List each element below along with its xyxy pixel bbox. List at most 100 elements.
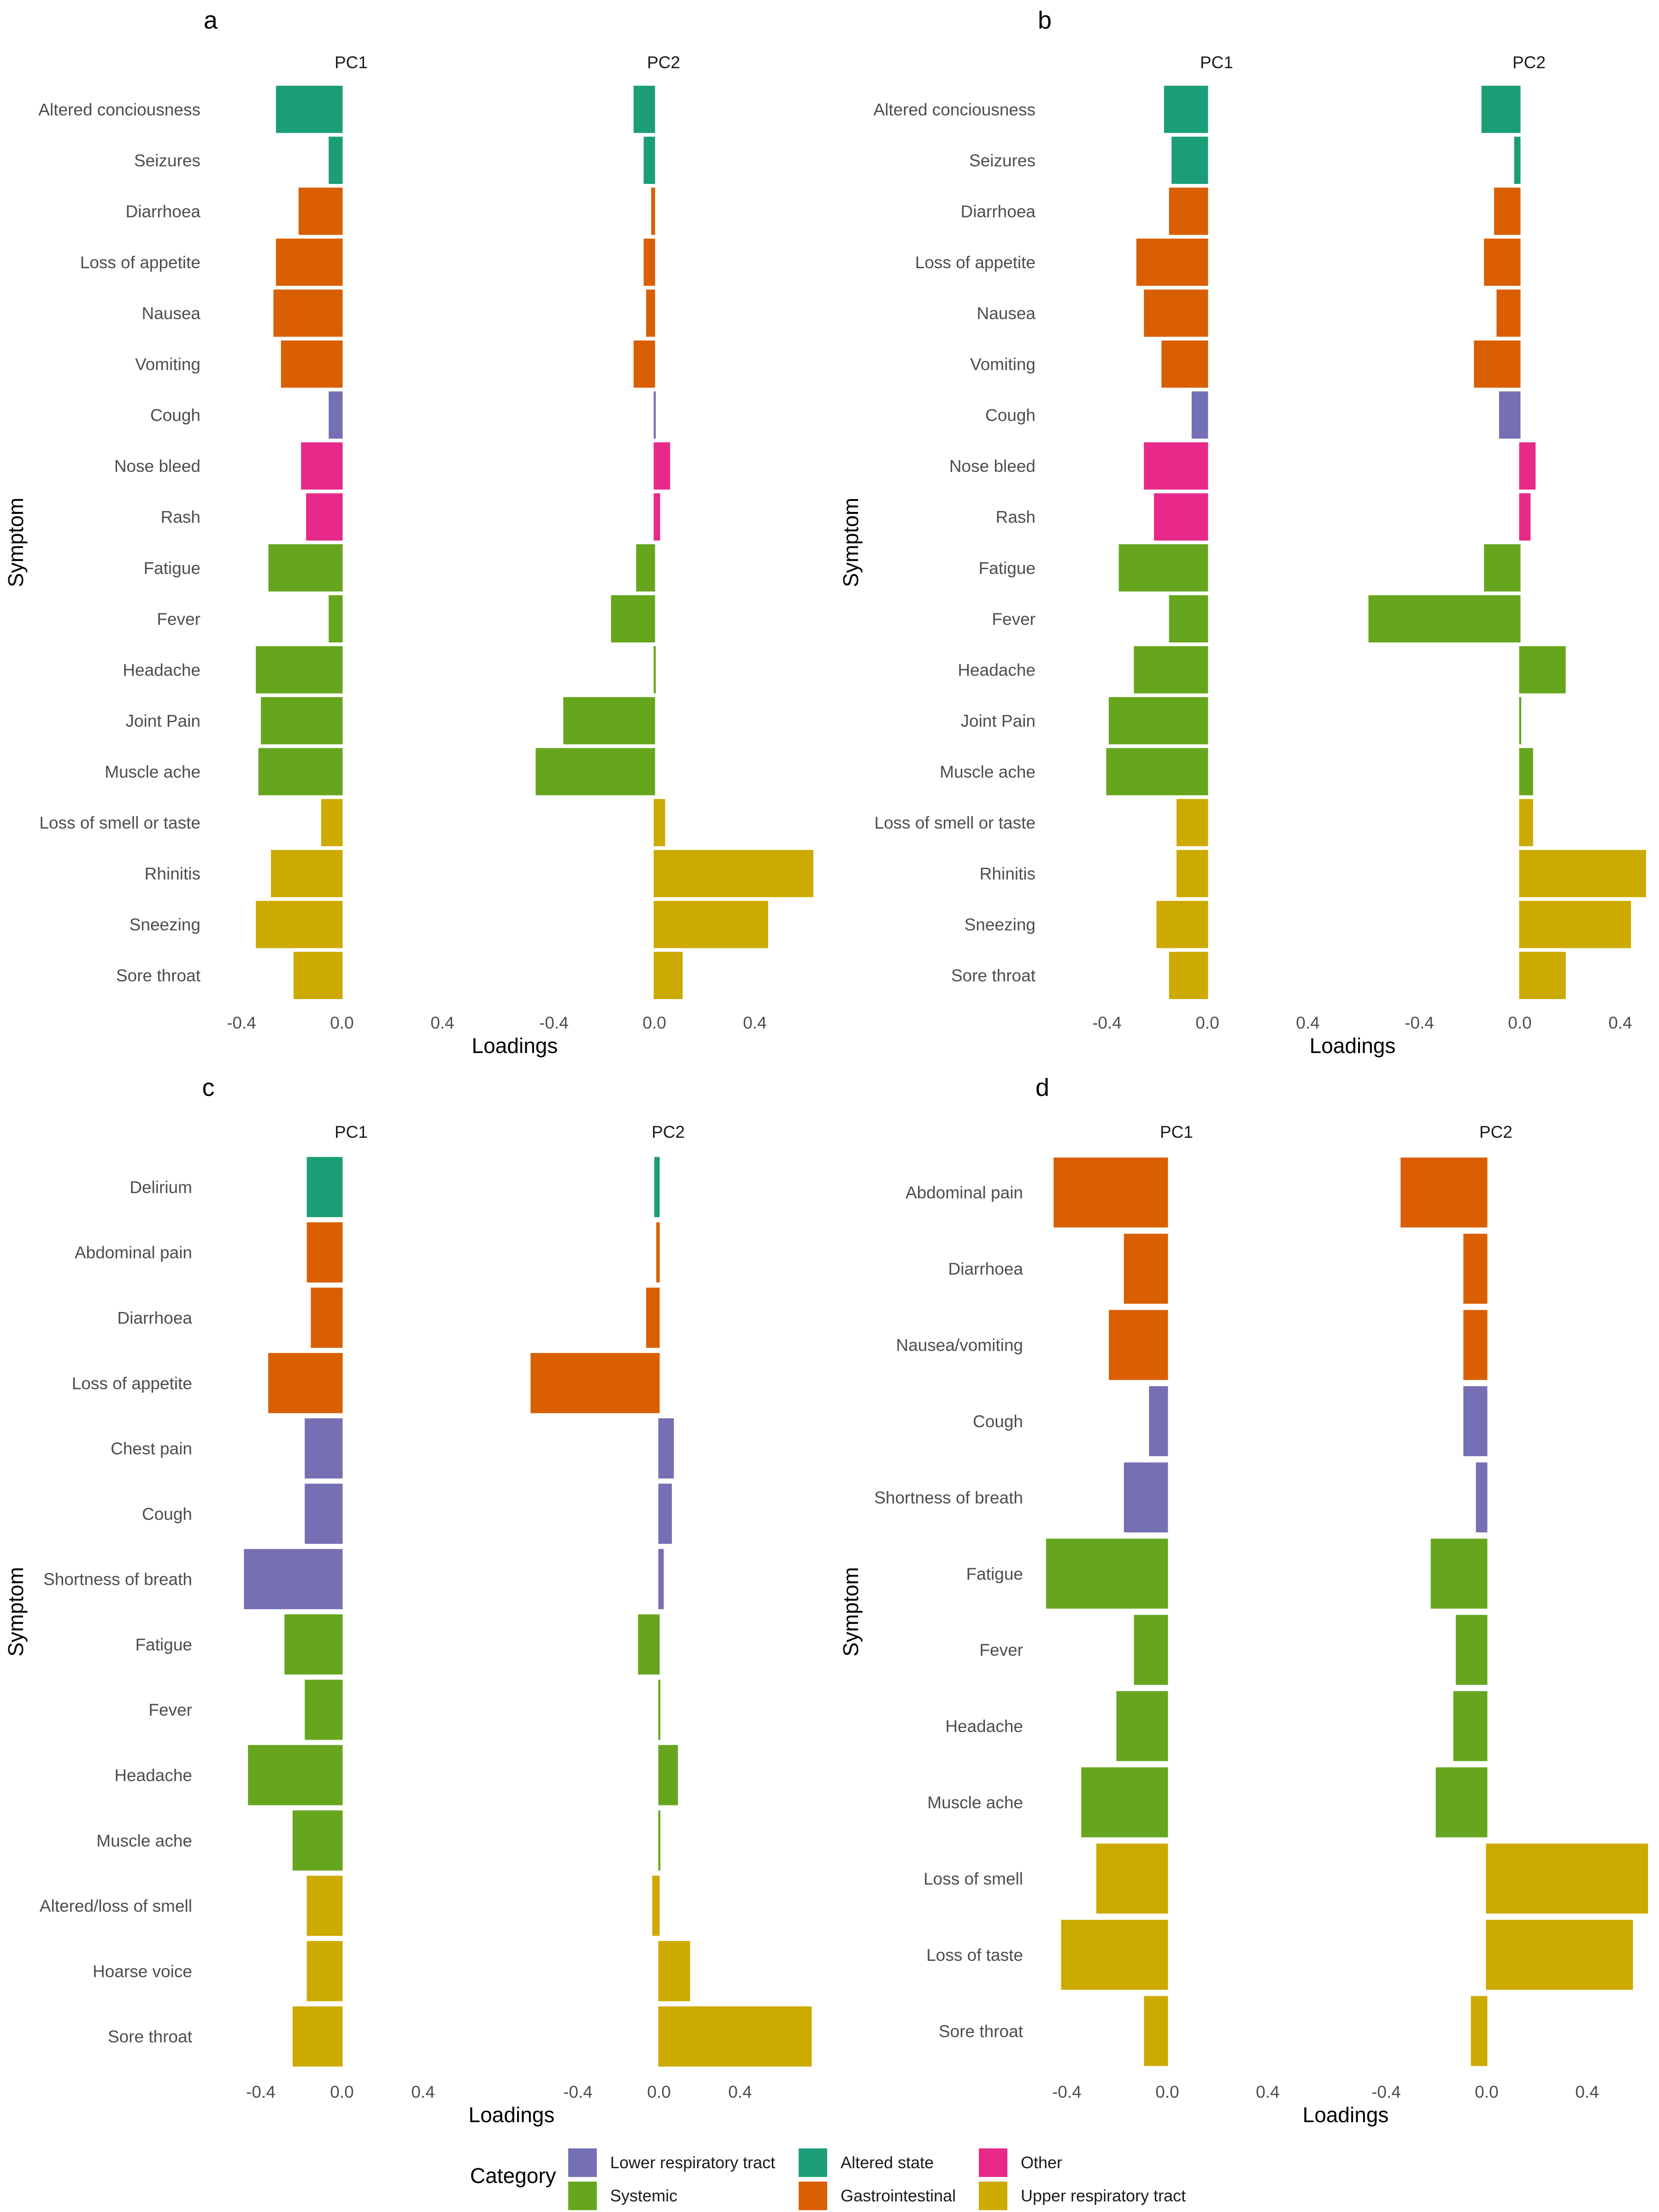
legend-label: Gastrointestinal <box>841 2186 956 2205</box>
legend-label: Other <box>1021 2153 1062 2172</box>
bar <box>1486 1919 1633 1990</box>
symptom-label: Sneezing <box>129 915 200 934</box>
symptom-label: Loss of taste <box>926 1946 1023 1965</box>
bar <box>306 1876 343 1936</box>
facet-title: PC1 <box>1160 1123 1193 1141</box>
symptom-label: Vomiting <box>135 355 200 374</box>
x-axis-title: Loadings <box>1310 1034 1396 1058</box>
symptom-label: Sore throat <box>108 2027 193 2046</box>
bar <box>311 1288 343 1348</box>
bar <box>653 952 683 999</box>
legend-item: Systemic <box>567 2181 677 2211</box>
bar <box>653 391 656 439</box>
symptom-label: Nose bleed <box>114 457 200 476</box>
symptom-label: Altered/loss of smell <box>40 1897 192 1916</box>
symptom-label: Sore throat <box>116 966 201 985</box>
symptom-label: Headache <box>945 1717 1023 1736</box>
bar <box>633 340 655 388</box>
legend-label: Lower respiratory tract <box>610 2153 775 2172</box>
x-tick-label: 0.4 <box>1256 2083 1279 2101</box>
legend-swatch <box>798 2147 828 2178</box>
symptom-label: Rash <box>161 508 200 527</box>
bar <box>1116 1691 1168 1761</box>
symptom-label: Rhinitis <box>980 865 1035 883</box>
bar <box>306 1157 343 1218</box>
bar <box>329 391 343 439</box>
x-tick-label: -0.4 <box>539 1013 569 1032</box>
x-tick-label: 0.0 <box>1195 1013 1219 1032</box>
bar <box>1144 289 1208 337</box>
symptom-label: Chest pain <box>111 1439 192 1458</box>
bar <box>305 1418 343 1479</box>
symptom-label: Shortness of breath <box>874 1488 1023 1507</box>
symptom-label: Fatigue <box>966 1565 1023 1583</box>
bar <box>1471 1996 1488 2066</box>
symptom-label: Altered conciousness <box>38 100 200 119</box>
x-tick-label: 0.4 <box>1296 1013 1319 1032</box>
symptom-label: Joint Pain <box>961 712 1036 730</box>
x-tick-label: 0.0 <box>330 1013 353 1032</box>
bar <box>1519 442 1536 490</box>
x-tick-label: -0.4 <box>1405 1013 1434 1032</box>
bar <box>1519 493 1531 541</box>
panel-b: b Symptom Loadings Altered conciousness Seiz… <box>839 6 1646 1058</box>
symptom-label: Rhinitis <box>145 865 200 883</box>
bar <box>654 1157 660 1218</box>
y-axis-title: Symptom <box>839 498 863 587</box>
symptom-label: Abdominal pain <box>75 1243 192 1262</box>
bar <box>658 1810 660 1871</box>
bar <box>646 1288 660 1348</box>
facet-title: PC2 <box>652 1123 685 1141</box>
symptom-label: Fever <box>979 1641 1023 1659</box>
bar <box>1456 1615 1488 1685</box>
legend-item: Altered state <box>798 2147 934 2178</box>
bar <box>1136 238 1208 286</box>
x-tick-label: 0.0 <box>1508 1013 1531 1032</box>
symptom-label: Muscle ache <box>927 1793 1023 1812</box>
bar <box>658 2006 812 2067</box>
bar <box>652 1876 660 1936</box>
x-tick-label: 0.4 <box>411 2083 435 2101</box>
symptom-label: Sore throat <box>939 2022 1024 2041</box>
symptom-label: Fatigue <box>135 1635 192 1654</box>
bar <box>1519 850 1646 897</box>
bar <box>1144 1996 1168 2066</box>
bar <box>1156 900 1208 948</box>
symptom-label: Cough <box>973 1412 1023 1431</box>
bar <box>1161 340 1208 388</box>
symptom-label: Nausea/vomiting <box>896 1336 1023 1355</box>
bar <box>301 442 343 490</box>
bar <box>1484 544 1521 592</box>
bar <box>1108 697 1208 745</box>
x-tick-label: -0.4 <box>227 1013 256 1032</box>
bar <box>658 1679 660 1740</box>
bar <box>530 1353 660 1413</box>
bar <box>1096 1843 1168 1914</box>
bar <box>305 1679 343 1740</box>
bar <box>1496 289 1521 337</box>
bar <box>281 340 343 388</box>
bar <box>563 697 655 745</box>
bar <box>1134 1615 1168 1685</box>
legend-swatch <box>978 2147 1008 2178</box>
symptom-label: Sneezing <box>965 915 1035 934</box>
bar <box>305 1483 343 1544</box>
facet-pc2: PC2 -0.4 0.0 0.4 <box>530 1123 812 2101</box>
facet-title: PC2 <box>647 53 680 72</box>
bar <box>273 289 343 337</box>
bar <box>653 900 768 948</box>
bar <box>244 1549 343 1609</box>
bar <box>1164 86 1208 133</box>
bar <box>1519 748 1533 795</box>
facet-pc2: PC2 -0.4 0.0 0.4 <box>1368 53 1646 1032</box>
x-axis-title: Loadings <box>472 1034 558 1058</box>
bar <box>1481 86 1521 133</box>
symptom-label: Hoarse voice <box>93 1962 192 1981</box>
facet-title: PC1 <box>335 1123 368 1141</box>
bar <box>292 1810 343 1871</box>
bar <box>1400 1157 1488 1228</box>
symptom-label: Delirium <box>129 1178 192 1197</box>
bar <box>1124 1234 1168 1304</box>
bar <box>258 748 343 795</box>
